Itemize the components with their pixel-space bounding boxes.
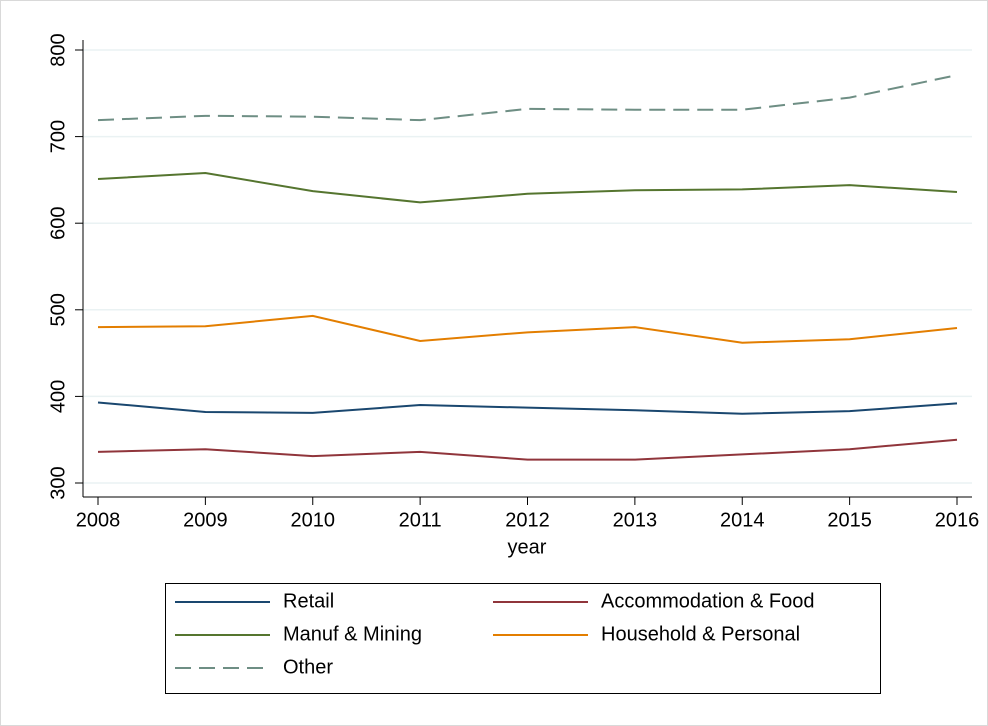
series-line — [97, 171, 958, 204]
legend-label: Manuf & Mining — [283, 623, 422, 645]
series-line — [97, 401, 958, 415]
series-line — [97, 314, 958, 344]
series-line — [97, 438, 958, 461]
x-tick-label: 2016 — [935, 509, 980, 531]
legend-label: Household & Personal — [601, 623, 800, 645]
x-tick-label: 2012 — [505, 509, 550, 531]
x-tick-label: 2008 — [76, 509, 121, 531]
y-tick-label: 400 — [47, 380, 69, 413]
y-tick-label: 300 — [47, 466, 69, 499]
x-tick-label: 2009 — [183, 509, 228, 531]
x-axis-label: year — [508, 536, 547, 558]
x-tick-label: 2011 — [399, 509, 442, 531]
x-tick-label: 2013 — [613, 509, 658, 531]
y-tick-label: 700 — [47, 120, 69, 153]
legend-label: Other — [283, 656, 333, 678]
legend-label: Retail — [283, 590, 334, 612]
y-tick-label: 800 — [47, 33, 69, 66]
x-tick-label: 2010 — [291, 509, 336, 531]
y-tick-label: 500 — [47, 293, 69, 326]
x-tick-label: 2015 — [827, 509, 872, 531]
legend-label: Accommodation & Food — [601, 590, 814, 612]
y-tick-label: 600 — [47, 207, 69, 240]
x-tick-label: 2014 — [720, 509, 765, 531]
